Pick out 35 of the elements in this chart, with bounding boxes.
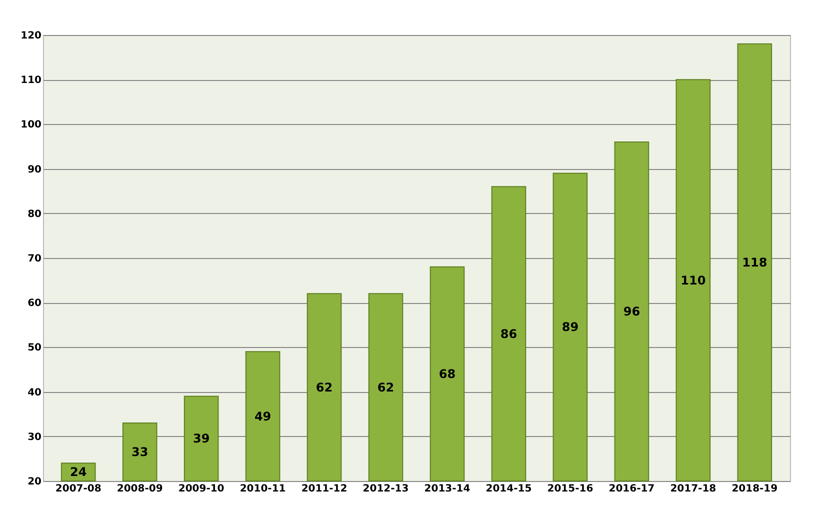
- x-tick-label: 2007-08: [55, 484, 102, 494]
- x-tick-label: 2012-13: [362, 484, 409, 494]
- x-tick-label: 2018-19: [732, 484, 778, 494]
- x-tick-label: 2013-14: [424, 484, 470, 494]
- y-tick-label: 50: [28, 342, 42, 354]
- data-label: 96: [623, 304, 640, 319]
- data-label: 118: [742, 255, 768, 270]
- x-tick-label: 2011-12: [301, 484, 348, 494]
- data-label: 49: [254, 409, 272, 424]
- data-label: 62: [316, 380, 333, 394]
- data-label: 39: [192, 432, 210, 446]
- y-tick-label: 100: [20, 120, 42, 131]
- x-tick-label: 2014-15: [486, 484, 532, 494]
- y-tick-label: 60: [28, 298, 42, 310]
- y-tick-label: 20: [28, 476, 42, 488]
- x-tick-label: 2010-11: [240, 484, 286, 494]
- data-label: 24: [70, 465, 87, 480]
- x-tick-label: 2015-16: [547, 484, 594, 494]
- data-label: 33: [131, 445, 148, 460]
- data-label: 68: [438, 366, 456, 381]
- x-tick-label: 2017-18: [670, 484, 716, 494]
- data-label: 110: [680, 273, 706, 288]
- y-tick-label: 70: [28, 254, 42, 264]
- x-tick-label: 2016-17: [608, 484, 655, 494]
- y-tick-label: 40: [28, 387, 42, 398]
- data-label: 86: [500, 326, 518, 341]
- y-tick-label: 80: [28, 208, 42, 220]
- y-tick-label: 30: [28, 432, 42, 443]
- y-tick-label: 120: [20, 30, 42, 42]
- y-tick-label: 110: [20, 75, 42, 86]
- data-label: 89: [562, 320, 579, 334]
- x-tick-label: 2009-10: [178, 484, 224, 494]
- data-label: 62: [377, 380, 394, 394]
- y-tick-label: 90: [28, 164, 42, 176]
- x-tick-label: 2008-09: [116, 484, 163, 494]
